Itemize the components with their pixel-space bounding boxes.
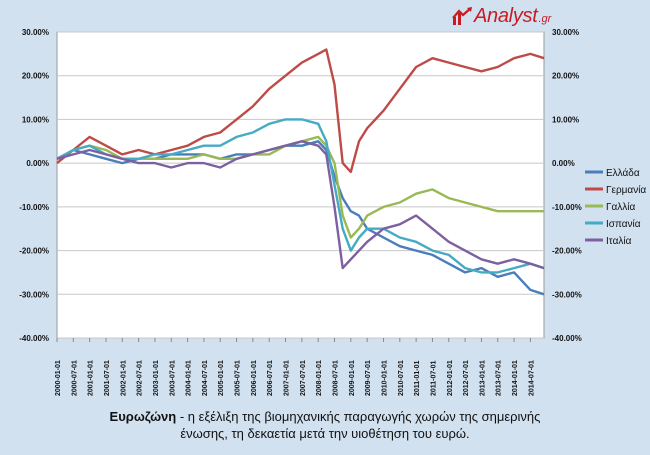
- x-tick-label: 2005-01-01: [218, 360, 225, 396]
- logo-tld-text: .gr: [538, 13, 552, 25]
- x-tick-label: 2010-01-01: [381, 360, 388, 396]
- chart-area: 30.00% 20.00% 10.00% 0.00% -10.00% -20.00% -30…: [19, 28, 646, 396]
- x-tick-label: 2009-07-01: [365, 360, 372, 396]
- logo-brand-text: Analyst: [474, 4, 538, 27]
- series-line-3: [56, 118, 545, 274]
- x-tick-label: 2007-07-01: [300, 360, 307, 396]
- x-tick-label: 2009-01-01: [349, 360, 356, 396]
- x-tick-label: 2000-01-01: [55, 360, 62, 396]
- x-tick-label: 2001-07-01: [104, 360, 111, 396]
- left-y-tick-label: -20.00%: [19, 247, 49, 256]
- caption-line1: - η εξέλιξη της βιομηχανικής παραγωγής χ…: [176, 409, 541, 424]
- caption: Ευρωζώνη - η εξέλιξη της βιομηχανικής πα…: [30, 408, 620, 442]
- left-y-tick-label: 20.00%: [22, 72, 49, 81]
- x-tick-label: 2004-01-01: [186, 360, 193, 396]
- x-tick-label: 2006-01-01: [251, 360, 258, 396]
- legend: Ελλάδα Γερμανία Γαλλία Ισπανία Ιταλία: [585, 167, 646, 247]
- x-tick-label: 2011-07-01: [430, 360, 437, 396]
- right-y-tick-label: 20.00%: [552, 72, 579, 81]
- series-line-1: [56, 48, 545, 174]
- x-tick-label: 2013-01-01: [479, 360, 486, 396]
- right-y-tick-label: -30.00%: [552, 290, 582, 299]
- x-tick-label: 2002-07-01: [137, 360, 144, 396]
- left-y-axis: 30.00% 20.00% 10.00% 0.00% -10.00% -20.00% -30…: [19, 28, 49, 343]
- legend-label: Γερμανία: [606, 184, 646, 196]
- plot-background: [56, 31, 545, 339]
- legend-label: Γαλλία: [606, 201, 636, 213]
- x-tick-label: 2006-07-01: [267, 360, 274, 396]
- x-tick-label: 2003-01-01: [153, 360, 160, 396]
- x-tick-label: 2001-01-01: [88, 360, 95, 396]
- right-y-tick-label: 30.00%: [552, 28, 579, 37]
- x-tick-label: 2008-01-01: [316, 360, 323, 396]
- caption-bold: Ευρωζώνη: [109, 409, 177, 424]
- series-line-2: [56, 135, 544, 239]
- left-y-tick-label: 10.00%: [22, 115, 49, 124]
- logo-chart-icon: [452, 7, 472, 25]
- right-y-tick-label: -40.00%: [552, 334, 582, 343]
- x-tick-label: 2014-01-01: [512, 360, 519, 396]
- left-y-tick-label: -40.00%: [19, 334, 49, 343]
- legend-label: Ισπανία: [606, 218, 641, 230]
- right-y-axis: 30.00% 20.00% 10.00% 0.00% -10.00% -20.00% -30…: [552, 28, 582, 343]
- right-y-tick-label: -10.00%: [552, 203, 582, 212]
- left-y-tick-label: 30.00%: [22, 28, 49, 37]
- x-tick-label: 2010-07-01: [398, 360, 405, 396]
- legend-label: Ελλάδα: [606, 167, 640, 179]
- right-y-tick-label: -20.00%: [552, 247, 582, 256]
- x-tick-label: 2013-07-01: [496, 360, 503, 396]
- x-tick-label: 2007-01-01: [284, 360, 291, 396]
- x-tick-label: 2012-01-01: [447, 360, 454, 396]
- left-y-tick-label: -30.00%: [19, 290, 49, 299]
- x-tick-label: 2003-07-01: [169, 360, 176, 396]
- x-tick-label: 2014-07-01: [528, 360, 535, 396]
- series-line-4: [56, 140, 545, 270]
- caption-line2: ένωσης, τη δεκαετία μετά την υιοθέτηση τ…: [180, 426, 470, 441]
- x-axis: 2000-01-01 2000-07-01 2001-01-01 2001-07-01…: [55, 338, 535, 396]
- analyst-logo: Analyst .gr: [452, 3, 551, 29]
- left-y-tick-label: -10.00%: [19, 203, 49, 212]
- right-y-tick-label: 0.00%: [552, 159, 575, 168]
- left-y-tick-label: 0.00%: [26, 159, 49, 168]
- legend-label: Ιταλία: [606, 235, 632, 247]
- x-tick-label: 2002-01-01: [120, 360, 127, 396]
- x-tick-label: 2000-07-01: [71, 360, 78, 396]
- x-tick-label: 2008-07-01: [333, 360, 340, 396]
- x-tick-label: 2012-07-01: [463, 360, 470, 396]
- x-tick-label: 2005-07-01: [235, 360, 242, 396]
- right-y-tick-label: 10.00%: [552, 115, 579, 124]
- series-lines: [56, 48, 545, 296]
- x-tick-label: 2011-01-01: [414, 360, 421, 396]
- x-tick-label: 2004-07-01: [202, 360, 209, 396]
